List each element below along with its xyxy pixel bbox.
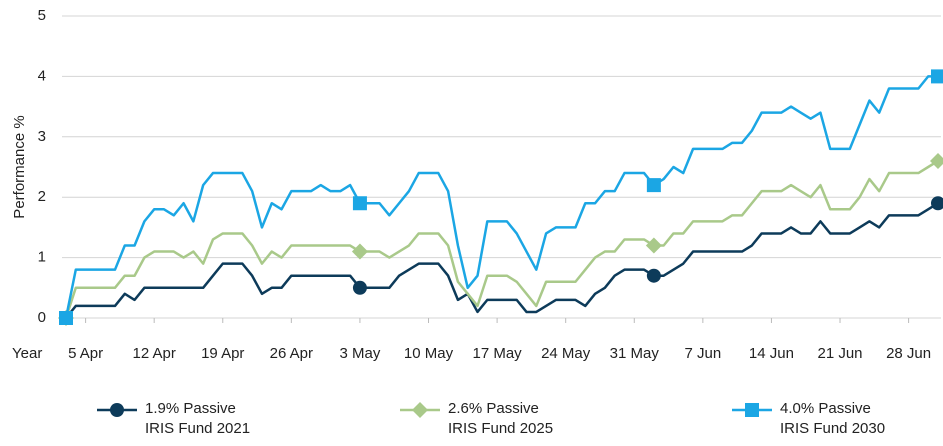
x-tick-label: 10 May [404,345,454,362]
legend-item: 4.0% Passive IRIS Fund 2030 [730,400,898,439]
x-tick-label: 7 Jun [685,345,722,362]
x-tick-label: 14 Jun [749,345,794,362]
marker [352,280,367,295]
marker [351,243,368,260]
legend-item: 1.9% Passive IRIS Fund 2021 [95,400,263,439]
x-tick-label: 28 Jun [886,345,931,362]
marker [931,69,943,84]
y-tick-label: 0 [38,309,46,326]
x-tick-label: 24 May [541,345,591,362]
legend-label: 2.6% Passive IRIS Fund 2025 [448,400,554,437]
y-tick-label: 1 [38,249,46,266]
x-tick-label: 19 Apr [201,345,244,362]
x-tick-label: 21 Jun [817,345,862,362]
x-tick-label: 31 May [610,345,660,362]
x-tick-label: 5 Apr [68,345,103,362]
marker [646,178,661,193]
x-tick-label: 3 May [340,345,381,362]
legend-label: 4.0% Passive IRIS Fund 2030 [780,400,886,437]
chart: Performance % Year 0 1 2 3 4 5 5 Apr 12 Apr 19 A… [11,7,943,362]
y-tick-label: 3 [38,128,46,145]
marker [646,268,661,283]
legend-item: 2.6% Passive IRIS Fund 2025 [398,400,566,439]
marker [110,403,124,417]
series-line [64,75,938,319]
legend-swatch [400,402,440,418]
x-axis-label: Year [12,345,42,362]
series-line [65,202,939,319]
x-tick-label: 12 Apr [132,345,175,362]
legend-swatch [732,403,772,417]
marker [352,196,367,211]
x-tick-label: 17 May [472,345,522,362]
marker [412,402,428,418]
marker [930,152,943,169]
x-tick-label: 26 Apr [270,345,313,362]
y-axis-label: Performance % [11,115,28,218]
marker [645,237,662,254]
marker [931,196,943,211]
legend-swatch [97,403,137,417]
marker [59,311,73,325]
marker [745,403,759,417]
legend-label: 1.9% Passive IRIS Fund 2021 [145,400,251,437]
y-tick-label: 2 [38,188,46,205]
series-line [64,159,939,319]
y-tick-label: 5 [38,7,46,24]
y-tick-label: 4 [38,67,46,84]
